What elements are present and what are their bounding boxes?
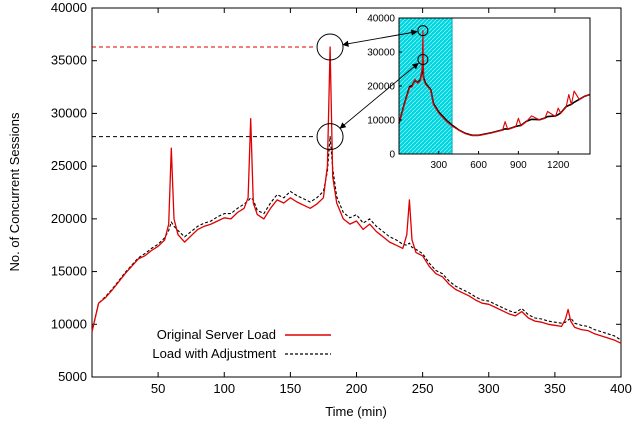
x-tick-label: 50 <box>151 381 165 396</box>
y-tick-label: 35000 <box>51 53 87 68</box>
callout-circle <box>316 123 344 151</box>
x-tick-label: 100 <box>213 381 235 396</box>
inset-y-tick-label: 20000 <box>367 82 395 93</box>
inset-x-tick-label: 300 <box>430 160 447 171</box>
inset-plot: 0 10000 20000 30000 40000 300 600 900 1200 <box>367 14 591 171</box>
inset-x-tick-label: 1200 <box>547 160 570 171</box>
y-tick-label: 30000 <box>51 105 87 120</box>
x-tick-label: 200 <box>346 381 368 396</box>
legend: Original Server Load Load with Adjustmen… <box>152 327 331 361</box>
callout-arrow <box>339 62 419 129</box>
y-tick-label: 5000 <box>58 369 87 384</box>
callout-arrow <box>342 29 418 47</box>
x-tick-label: 150 <box>280 381 302 396</box>
inset-x-tick-label: 900 <box>510 160 527 171</box>
callout-circles <box>316 33 344 151</box>
inset-series <box>398 30 591 137</box>
inset-highlight-region <box>399 18 453 154</box>
series-line-original-server-load <box>91 46 622 344</box>
inset-y-tick-label: 30000 <box>367 48 395 59</box>
y-axis-label: No. of Concurrent Sessions <box>7 112 22 271</box>
main-plot: 500010000150002000025000300003500040000 … <box>51 0 632 396</box>
inset-y-tick-label: 0 <box>389 150 395 161</box>
callout-guides <box>92 46 316 138</box>
main-x-axis: 50 100 150 200 250 300 350 400 <box>151 8 632 396</box>
y-tick-label: 15000 <box>51 264 87 279</box>
inset-y-tick-label: 10000 <box>367 116 395 127</box>
legend-label-adjusted: Load with Adjustment <box>152 346 276 361</box>
y-tick-label: 25000 <box>51 158 87 173</box>
main-y-axis: 5000 10000 15000 20000 25000 30000 35000 40000 <box>51 0 621 384</box>
inset-x-axis: 300 600 900 1200 <box>430 151 570 171</box>
legend-label-original: Original Server Load <box>157 327 276 342</box>
inset-callout-circles <box>417 25 429 65</box>
x-tick-label: 400 <box>610 381 632 396</box>
callout-circle <box>316 33 344 61</box>
y-tick-label: 40000 <box>51 0 87 15</box>
inset-series-line-original-server-load <box>398 30 591 137</box>
inset-y-tick-label: 40000 <box>367 14 395 25</box>
inset-x-tick-label: 600 <box>470 160 487 171</box>
inset-callout-circle <box>417 53 429 65</box>
x-tick-label: 350 <box>544 381 566 396</box>
series-line-load-with-adjustment <box>91 136 622 341</box>
x-tick-label: 250 <box>412 381 434 396</box>
callout-arrows <box>339 29 419 129</box>
y-tick-label: 20000 <box>51 211 87 226</box>
x-tick-label: 300 <box>478 381 500 396</box>
inset-callout-circle <box>417 25 429 37</box>
x-axis-label: Time (min) <box>325 404 387 419</box>
main-series <box>91 46 622 344</box>
y-tick-label: 10000 <box>51 316 87 331</box>
